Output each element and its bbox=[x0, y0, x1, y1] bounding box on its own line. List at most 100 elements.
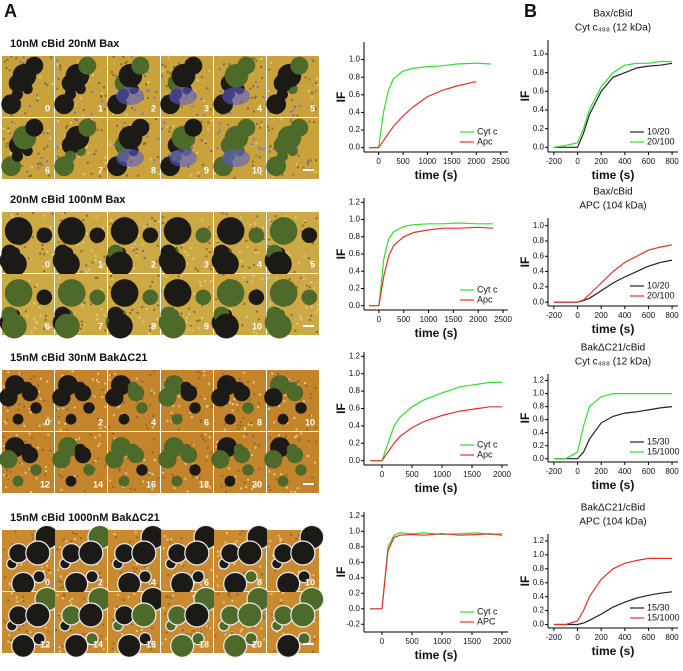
speckle bbox=[199, 395, 202, 398]
speckle bbox=[62, 594, 65, 597]
speckle bbox=[188, 307, 191, 310]
speckle bbox=[228, 592, 231, 595]
speckle bbox=[147, 71, 150, 74]
speckle bbox=[153, 641, 156, 644]
frame-number: 10 bbox=[305, 577, 315, 587]
vesicle bbox=[107, 313, 133, 339]
speckle bbox=[248, 266, 251, 269]
speckle bbox=[147, 81, 150, 84]
speckle bbox=[156, 584, 159, 587]
speckle bbox=[99, 427, 102, 430]
speckle bbox=[61, 374, 64, 377]
vesicle bbox=[0, 388, 18, 407]
speckle bbox=[82, 173, 85, 176]
speckle bbox=[30, 490, 33, 493]
speckle bbox=[125, 472, 128, 475]
speckle bbox=[234, 480, 237, 483]
speckle bbox=[189, 324, 192, 327]
speckle bbox=[62, 593, 65, 596]
speckle bbox=[85, 146, 88, 149]
speckle bbox=[99, 479, 102, 482]
speckle bbox=[180, 246, 183, 249]
speckle bbox=[227, 123, 230, 126]
speckle bbox=[192, 629, 195, 632]
speckle bbox=[257, 251, 260, 254]
speckle bbox=[149, 404, 152, 407]
series-line bbox=[368, 62, 491, 149]
speckle bbox=[100, 634, 103, 637]
x-tick-label: 0 bbox=[376, 157, 381, 166]
vesicle bbox=[21, 446, 39, 464]
speckle bbox=[145, 308, 148, 311]
speckle bbox=[309, 392, 312, 395]
speckle bbox=[255, 142, 258, 145]
speckle bbox=[104, 156, 107, 159]
speckle bbox=[184, 462, 187, 465]
speckle bbox=[57, 241, 60, 244]
vesicle bbox=[110, 279, 139, 307]
speckle bbox=[2, 435, 5, 438]
y-axis-label: IF bbox=[518, 576, 532, 587]
speckle bbox=[2, 385, 5, 388]
speckle bbox=[3, 420, 6, 423]
speckle bbox=[102, 263, 105, 266]
speckle bbox=[310, 314, 313, 317]
speckle bbox=[136, 311, 139, 314]
speckle bbox=[100, 95, 103, 98]
vesicle bbox=[11, 571, 36, 596]
speckle bbox=[298, 534, 301, 537]
x-tick-label: 0 bbox=[380, 637, 385, 646]
speckle bbox=[309, 286, 312, 289]
speckle bbox=[198, 319, 201, 322]
speckle bbox=[236, 424, 239, 427]
speckle bbox=[251, 160, 254, 163]
vesicle bbox=[290, 540, 316, 566]
legend-label: 10/20 bbox=[647, 126, 670, 136]
speckle bbox=[104, 94, 107, 97]
y-tick-label: 0.0 bbox=[349, 604, 361, 613]
speckle bbox=[109, 286, 112, 289]
speckle bbox=[200, 420, 203, 423]
speckle bbox=[6, 409, 9, 412]
speckle bbox=[233, 563, 236, 566]
speckle bbox=[293, 417, 296, 420]
speckle bbox=[270, 62, 273, 65]
speckle bbox=[64, 540, 67, 543]
speckle bbox=[23, 425, 26, 428]
row-title: 20nM cBid 100nM Bax bbox=[10, 194, 126, 206]
speckle bbox=[231, 600, 234, 603]
speckle bbox=[162, 606, 165, 609]
speckle bbox=[29, 258, 32, 261]
speckle bbox=[90, 303, 93, 306]
speckle bbox=[246, 107, 249, 110]
speckle bbox=[58, 646, 61, 649]
vesicle bbox=[167, 605, 188, 626]
speckle bbox=[91, 588, 94, 591]
speckle bbox=[122, 401, 125, 404]
speckle bbox=[257, 318, 260, 321]
blue-patch bbox=[116, 149, 144, 167]
speckle bbox=[191, 476, 194, 479]
speckle bbox=[79, 327, 82, 330]
speckle bbox=[201, 304, 204, 307]
speckle bbox=[196, 113, 199, 116]
speckle bbox=[254, 248, 257, 251]
speckle bbox=[290, 98, 293, 101]
speckle bbox=[292, 173, 295, 176]
speckle bbox=[64, 134, 67, 137]
speckle bbox=[131, 309, 134, 312]
speckle bbox=[310, 264, 313, 267]
speckle bbox=[313, 121, 316, 124]
speckle bbox=[7, 477, 10, 480]
speckle bbox=[44, 626, 47, 629]
speckle bbox=[247, 380, 250, 383]
speckle bbox=[39, 314, 42, 317]
speckle bbox=[311, 476, 314, 479]
frame-number: 9 bbox=[204, 321, 209, 331]
speckle bbox=[178, 405, 181, 408]
speckle bbox=[85, 232, 88, 235]
speckle bbox=[148, 583, 151, 586]
speckle bbox=[241, 265, 244, 268]
y-tick-label: 0.4 bbox=[533, 105, 545, 114]
vesicle bbox=[114, 605, 135, 626]
